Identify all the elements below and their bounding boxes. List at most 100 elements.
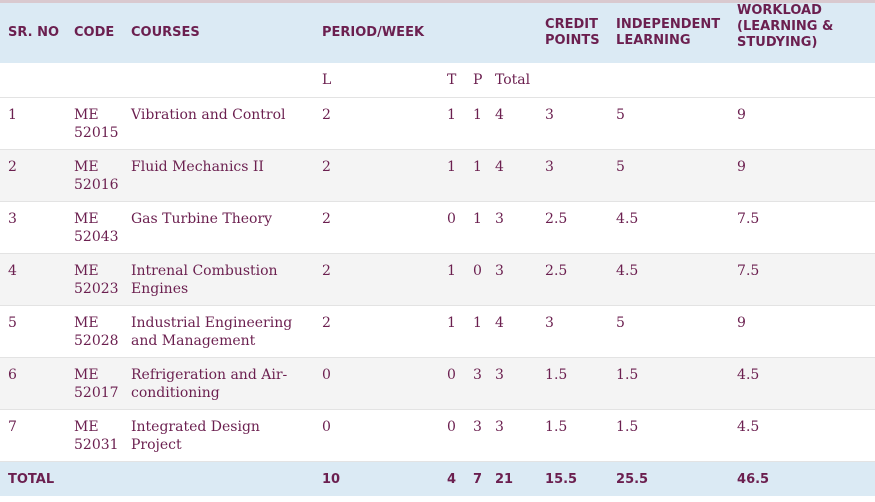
row-course: Industrial Engineering and Management: [123, 305, 314, 358]
subheader-total: Total: [487, 63, 538, 98]
course-table: SR. NO CODE COURSES PERIOD/WEEK CREDIT P…: [0, 3, 875, 496]
row-t: 1: [439, 253, 465, 306]
header-sr-no: SR. NO: [0, 3, 66, 63]
table-row: 5 ME 52028 Industrial Engineering and Mana…: [0, 305, 875, 358]
row-total: 3: [487, 357, 538, 410]
totals-credit: 15.5: [537, 461, 609, 496]
row-workload: 4.5: [729, 409, 875, 462]
row-l: 2: [314, 305, 439, 358]
row-course: Fluid Mechanics II: [123, 149, 314, 202]
row-sr-no: 5: [0, 305, 66, 358]
row-p: 1: [465, 149, 487, 202]
row-t: 1: [439, 149, 465, 202]
row-credit-points: 3: [537, 305, 609, 358]
row-t: 0: [439, 409, 465, 462]
table-row: 2 ME 52016 Fluid Mechanics II 2 1 1 4 3 5 9: [0, 149, 875, 202]
table-row: 6 ME 52017 Refrigeration and Air-condition…: [0, 357, 875, 410]
totals-label: TOTAL: [0, 461, 314, 496]
row-l: 2: [314, 149, 439, 202]
row-course: Refrigeration and Air-conditioning: [123, 357, 314, 410]
row-sr-no: 7: [0, 409, 66, 462]
row-p: 1: [465, 201, 487, 254]
row-code: ME 52028: [66, 305, 123, 358]
row-course: Intrenal Combustion Engines: [123, 253, 314, 306]
totals-workload: 46.5: [729, 461, 875, 496]
row-independent-learning: 1.5: [608, 357, 730, 410]
totals-p: 7: [465, 461, 487, 496]
row-workload: 4.5: [729, 357, 875, 410]
row-sr-no: 4: [0, 253, 66, 306]
header-code: CODE: [66, 3, 123, 63]
subheader-row: L T P Total: [0, 63, 875, 98]
row-total: 3: [487, 201, 538, 254]
row-credit-points: 3: [537, 149, 609, 202]
row-course: Integrated Design Project: [123, 409, 314, 462]
row-workload: 7.5: [729, 253, 875, 306]
row-code: ME 52017: [66, 357, 123, 410]
header-period-week: PERIOD/WEEK: [314, 3, 538, 63]
row-t: 1: [439, 97, 465, 150]
subheader-p: P: [465, 63, 487, 98]
row-code: ME 52031: [66, 409, 123, 462]
row-sr-no: 2: [0, 149, 66, 202]
row-l: 0: [314, 409, 439, 462]
row-independent-learning: 5: [608, 97, 730, 150]
row-sr-no: 6: [0, 357, 66, 410]
totals-total: 21: [487, 461, 538, 496]
totals-t: 4: [439, 461, 465, 496]
row-independent-learning: 1.5: [608, 409, 730, 462]
table-row: 1 ME 52015 Vibration and Control 2 1 1 4 3 5 9: [0, 97, 875, 150]
row-t: 0: [439, 357, 465, 410]
row-code: ME 52016: [66, 149, 123, 202]
row-total: 4: [487, 149, 538, 202]
row-t: 1: [439, 305, 465, 358]
row-credit-points: 3: [537, 97, 609, 150]
row-l: 2: [314, 201, 439, 254]
row-p: 3: [465, 357, 487, 410]
row-l: 2: [314, 97, 439, 150]
row-total: 4: [487, 305, 538, 358]
header-courses: COURSES: [123, 3, 314, 63]
row-workload: 9: [729, 97, 875, 150]
row-code: ME 52023: [66, 253, 123, 306]
row-workload: 9: [729, 305, 875, 358]
totals-l: 10: [314, 461, 439, 496]
row-t: 0: [439, 201, 465, 254]
header-workload: WORKLOAD (LEARNING & STUDYING): [729, 3, 875, 63]
row-code: ME 52043: [66, 201, 123, 254]
row-credit-points: 1.5: [537, 357, 609, 410]
row-p: 1: [465, 305, 487, 358]
totals-independent: 25.5: [608, 461, 730, 496]
row-l: 2: [314, 253, 439, 306]
totals-row: TOTAL 10 4 7 21 15.5 25.5 46.5: [0, 461, 875, 496]
header-credit-points: CREDIT POINTS: [537, 3, 609, 63]
table-row: 4 ME 52023 Intrenal Combustion Engines 2 1 0 3…: [0, 253, 875, 306]
row-l: 0: [314, 357, 439, 410]
row-credit-points: 2.5: [537, 253, 609, 306]
subheader-t: T: [439, 63, 465, 98]
row-sr-no: 3: [0, 201, 66, 254]
table-row: 7 ME 52031 Integrated Design Project 0 0 3 3 1.…: [0, 409, 875, 462]
row-credit-points: 1.5: [537, 409, 609, 462]
row-p: 0: [465, 253, 487, 306]
row-course: Gas Turbine Theory: [123, 201, 314, 254]
row-independent-learning: 4.5: [608, 253, 730, 306]
row-credit-points: 2.5: [537, 201, 609, 254]
header-independent-learning: INDEPENDENT LEARNING: [608, 3, 730, 63]
subheader-l: L: [314, 63, 439, 98]
table-row: 3 ME 52043 Gas Turbine Theory 2 0 1 3 2.5 4.5 7.5: [0, 201, 875, 254]
row-course: Vibration and Control: [123, 97, 314, 150]
row-total: 3: [487, 253, 538, 306]
row-p: 1: [465, 97, 487, 150]
top-border: [0, 0, 875, 3]
row-workload: 9: [729, 149, 875, 202]
row-code: ME 52015: [66, 97, 123, 150]
row-workload: 7.5: [729, 201, 875, 254]
row-independent-learning: 5: [608, 149, 730, 202]
row-p: 3: [465, 409, 487, 462]
row-sr-no: 1: [0, 97, 66, 150]
header-row: SR. NO CODE COURSES PERIOD/WEEK CREDIT P…: [0, 3, 875, 63]
row-total: 3: [487, 409, 538, 462]
row-independent-learning: 5: [608, 305, 730, 358]
row-total: 4: [487, 97, 538, 150]
